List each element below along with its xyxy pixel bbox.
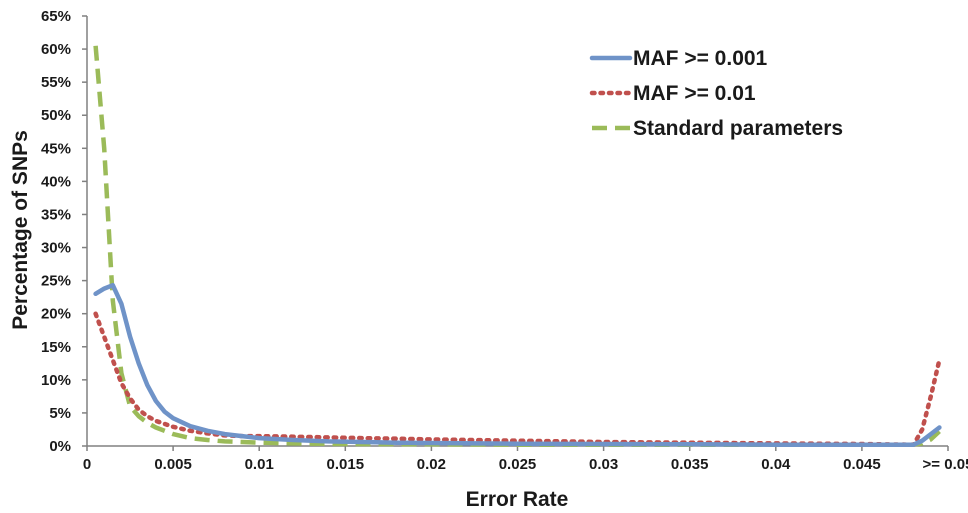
- y-tick-label: 20%: [41, 306, 71, 323]
- series-line-maf-0-001: [93, 282, 942, 447]
- y-axis-title: Percentage of SNPs: [9, 130, 32, 330]
- series-line-standard-parameters: [93, 45, 941, 447]
- x-tick-label: 0.01: [245, 456, 274, 473]
- x-tick-label: 0.045: [843, 456, 881, 473]
- x-tick-label: 0.03: [589, 456, 618, 473]
- y-tick-label: 35%: [41, 206, 71, 223]
- series-layer: [93, 45, 942, 447]
- y-tick-label: 25%: [41, 273, 71, 290]
- x-tick-label: >= 0.05: [923, 456, 968, 473]
- x-tick-label: 0.015: [327, 456, 365, 473]
- y-tick-label: 5%: [49, 405, 71, 422]
- y-tick-label: 55%: [41, 74, 71, 91]
- y-tick-label: 0%: [49, 438, 71, 455]
- x-tick-label: 0.02: [417, 456, 446, 473]
- x-tick-label: 0: [83, 456, 91, 473]
- x-tick-label: 0.025: [499, 456, 537, 473]
- y-axis: 0% 5% 10% 15% 20% 25% 30% 35% 40% 45% 50% 55% 60% 65%: [41, 8, 88, 455]
- series-line-maf-0-01: [93, 311, 942, 447]
- x-tick-label: 0.035: [671, 456, 709, 473]
- x-axis-title: Error Rate: [466, 488, 569, 511]
- y-tick-label: 65%: [41, 8, 71, 25]
- legend-label: MAF >= 0.001: [633, 47, 768, 70]
- y-tick-label: 10%: [41, 372, 71, 389]
- x-axis: 0 0.005 0.01 0.015 0.02 0.025 0.03 0.035 0.04 0.0…: [83, 445, 968, 473]
- x-tick-label: 0.04: [761, 456, 791, 473]
- x-tick-label: 0.005: [154, 456, 192, 473]
- legend-label: MAF >= 0.01: [633, 82, 756, 105]
- y-tick-label: 30%: [41, 240, 71, 257]
- y-tick-label: 45%: [41, 140, 71, 157]
- y-tick-label: 15%: [41, 339, 71, 356]
- y-tick-label: 50%: [41, 107, 71, 124]
- y-tick-label: 60%: [41, 41, 71, 58]
- legend: MAF >= 0.001 MAF >= 0.01 Standard paramete…: [589, 47, 843, 140]
- legend-label: Standard parameters: [633, 117, 843, 140]
- y-tick-label: 40%: [41, 173, 71, 190]
